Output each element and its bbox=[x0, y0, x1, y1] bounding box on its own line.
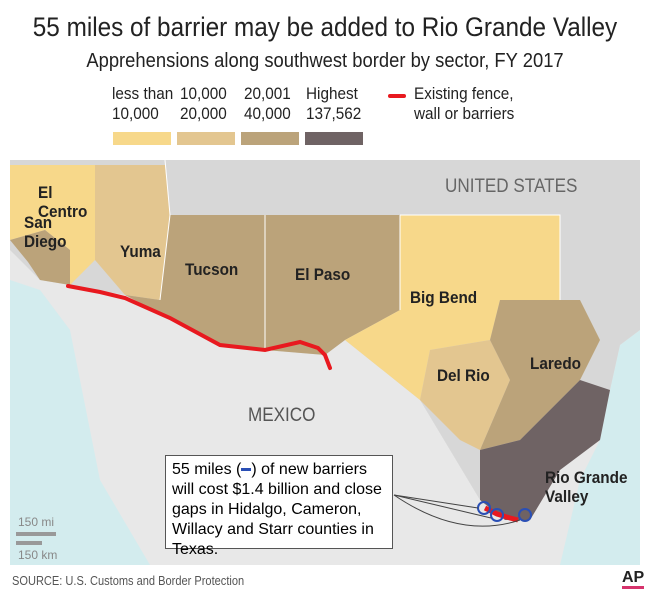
label-del-rio: Del Rio bbox=[437, 366, 490, 385]
scale-label-mi: 150 mi bbox=[18, 515, 55, 529]
sector-tucson bbox=[125, 215, 265, 350]
legend-bin-label: Highest 137,562 bbox=[306, 84, 362, 123]
legend-swatch bbox=[241, 132, 299, 145]
legend-bin-label: 10,000 20,000 bbox=[180, 84, 227, 123]
legend-swatch bbox=[305, 132, 363, 145]
new-barrier-swatch bbox=[241, 468, 252, 472]
legend-bin-label: 20,001 40,000 bbox=[244, 84, 291, 123]
subtitle: Apprehensions along southwest border by … bbox=[86, 50, 564, 72]
label-laredo: Laredo bbox=[530, 354, 582, 373]
sector-yuma bbox=[95, 165, 170, 300]
legend-swatch bbox=[177, 132, 235, 145]
ap-logo: AP bbox=[622, 570, 645, 589]
label-rio-grande-valley: Rio Grande Valley bbox=[545, 468, 628, 506]
legend-swatch bbox=[113, 132, 171, 145]
sector-big-bend bbox=[345, 215, 560, 400]
label-san-diego: San Diego bbox=[24, 213, 67, 251]
sector-el-centro bbox=[10, 165, 95, 285]
callout-leaders bbox=[393, 494, 521, 527]
label-mexico: MEXICO bbox=[248, 405, 316, 426]
scale-bar-mi bbox=[16, 532, 56, 536]
source: SOURCE: U.S. Customs and Border Protecti… bbox=[12, 573, 245, 588]
fence-legend-swatch bbox=[388, 94, 406, 98]
border-map bbox=[10, 160, 640, 565]
label-united-states: UNITED STATES bbox=[445, 176, 578, 197]
callout-box: 55 miles () of new barriers will cost $1… bbox=[165, 455, 393, 558]
label-tucson: Tucson bbox=[185, 260, 239, 279]
sector-rio-grande-valley bbox=[480, 380, 610, 520]
label-yuma: Yuma bbox=[120, 242, 161, 261]
sector-el-paso bbox=[265, 215, 400, 355]
scale-label-km: 150 km bbox=[18, 548, 58, 562]
label-big-bend: Big Bend bbox=[410, 288, 478, 307]
label-el-paso: El Paso bbox=[295, 265, 351, 284]
title: 55 miles of barrier may be added to Rio … bbox=[32, 12, 618, 42]
fence-legend-label: Existing fence, wall or barriers bbox=[414, 84, 515, 123]
scale-bar-km bbox=[16, 541, 42, 545]
legend-bin-label: less than 10,000 bbox=[112, 84, 174, 123]
label-el-centro: El Centro bbox=[38, 183, 88, 221]
state-borders bbox=[159, 160, 561, 350]
existing-fence-line bbox=[66, 284, 332, 370]
sector-del-rio bbox=[420, 340, 510, 450]
sector-san-diego bbox=[10, 230, 70, 285]
sector-laredo bbox=[480, 300, 600, 450]
